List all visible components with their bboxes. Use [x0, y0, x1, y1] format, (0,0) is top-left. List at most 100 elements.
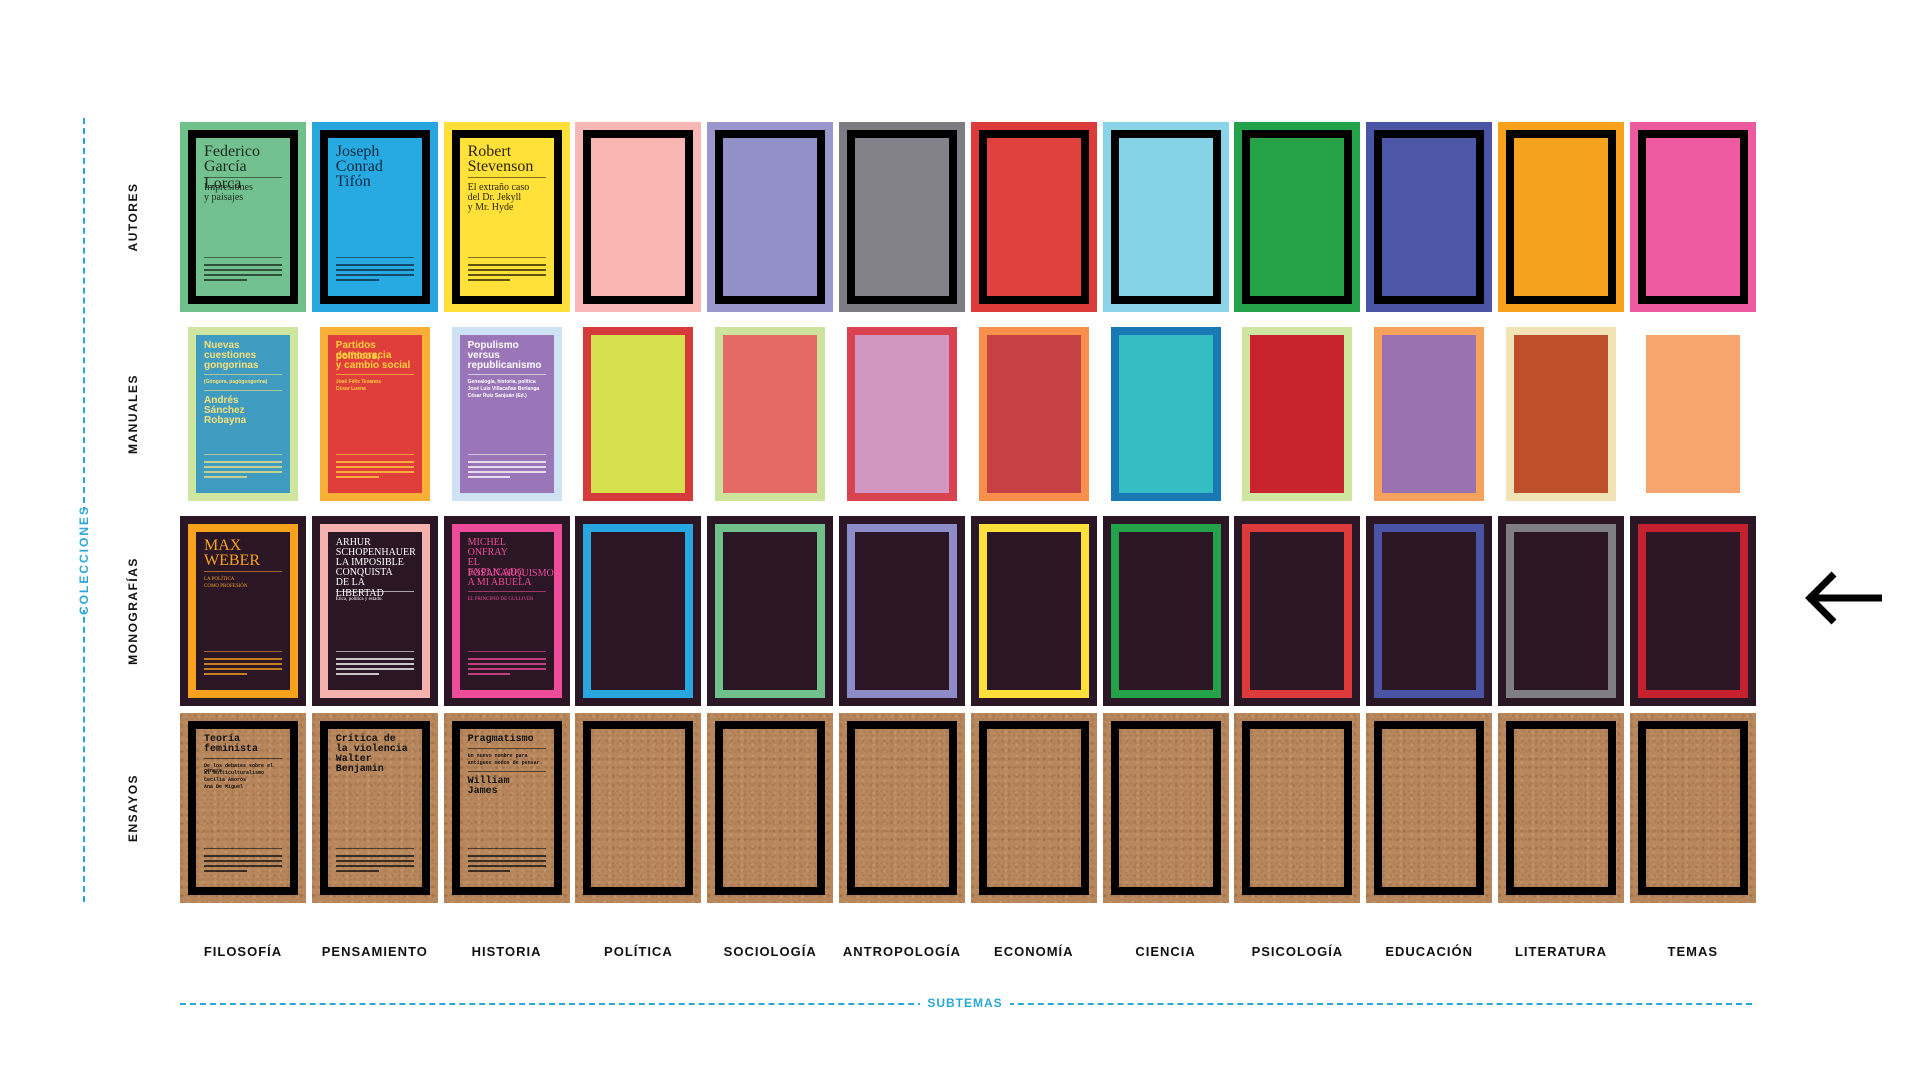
cover-rule — [467, 591, 546, 592]
cover-2-9[interactable] — [1366, 516, 1493, 706]
cover-2-10[interactable] — [1498, 516, 1624, 706]
cover-1-1[interactable]: Partidos políticos, democracia y cambio so… — [311, 319, 438, 509]
cover-0-5[interactable] — [839, 122, 965, 312]
cover-frame — [847, 327, 957, 501]
column-label-4: SOCIOLOGÍA — [723, 944, 817, 959]
cover-rule — [204, 454, 282, 455]
column-label-10: LITERATURA — [1514, 944, 1608, 959]
cover-rule — [335, 257, 414, 258]
cover-frame — [1374, 327, 1485, 501]
cover-text-line: (Góngora, pagógongorina) — [204, 379, 268, 385]
cover-text-line: ARHUR — [335, 537, 371, 548]
cover-frame — [1242, 721, 1353, 895]
cover-3-11[interactable] — [1629, 713, 1756, 903]
cover-1-11[interactable] — [1629, 319, 1756, 509]
cover-3-6[interactable] — [970, 713, 1097, 903]
cover-3-8[interactable] — [1234, 713, 1361, 903]
cover-1-2[interactable]: Populismo versus republicanismo Genealogía,… — [443, 319, 570, 509]
cover-3-3[interactable] — [575, 713, 702, 903]
cover-0-8[interactable] — [1234, 122, 1361, 312]
cover-text-line: César Ruiz Sanjuán (Ed.) — [467, 393, 527, 399]
cover-3-0[interactable]: Teoría feminista De los debates sobre el g… — [180, 713, 306, 903]
cover-0-4[interactable] — [707, 122, 834, 312]
cover-body-text — [335, 461, 414, 483]
cover-1-5[interactable] — [839, 319, 965, 509]
cover-text-line: Stevenson — [467, 158, 534, 175]
cover-2-4[interactable] — [707, 516, 834, 706]
cover-frame: ARHUR SCHOPENHAUER LA IMPOSIBLE CONQUISTA DE… — [319, 524, 430, 698]
collection-grid: Federico García Lorca Impresiones y paisaje… — [180, 122, 1756, 904]
row-label-ensayos: ENSAYOS — [126, 773, 140, 843]
cover-frame — [1506, 130, 1616, 304]
cover-frame — [1506, 524, 1616, 698]
cover-1-0[interactable]: Nuevas cuestiones gongorinas (Góngora, pagó… — [180, 319, 306, 509]
cover-panel: Partidos políticos, democracia y cambio so… — [327, 335, 422, 493]
cover-panel — [1514, 532, 1608, 690]
cover-3-10[interactable] — [1498, 713, 1624, 903]
cover-frame — [583, 327, 694, 501]
cover-3-4[interactable] — [707, 713, 834, 903]
cover-2-1[interactable]: ARHUR SCHOPENHAUER LA IMPOSIBLE CONQUISTA DE… — [311, 516, 438, 706]
cover-2-2[interactable]: MICHEL ONFRAY EL POSANARQUISMO EXPLICADO A M… — [443, 516, 570, 706]
cover-text-line: A MI ABUELA — [467, 577, 532, 588]
cover-panel — [1250, 335, 1345, 493]
cover-frame — [1110, 721, 1221, 895]
cover-1-4[interactable] — [707, 319, 834, 509]
cover-frame: Teoría feminista De los debates sobre el g… — [188, 721, 298, 895]
cover-3-7[interactable] — [1102, 713, 1229, 903]
cover-text-line: Crítica de — [335, 734, 396, 745]
cover-0-2[interactable]: Robert Stevenson El extraño caso del Dr. Je… — [443, 122, 570, 312]
cover-panel: Pragmatismo Un nuevo nombre para antiguos … — [459, 729, 554, 887]
cover-panel — [1645, 729, 1740, 887]
cover-0-10[interactable] — [1498, 122, 1624, 312]
cover-text-line: y paisajes — [204, 192, 244, 203]
cover-frame — [978, 327, 1089, 501]
cover-0-7[interactable] — [1102, 122, 1229, 312]
column-label-1: PENSAMIENTO — [321, 944, 428, 959]
cover-3-1[interactable]: Crítica de la violencia Walter Benjamin — [311, 713, 438, 903]
cover-0-0[interactable]: Federico García Lorca Impresiones y paisaje… — [180, 122, 306, 312]
cover-text-line: Andrés — [204, 395, 239, 406]
cover-0-6[interactable] — [970, 122, 1097, 312]
cover-2-3[interactable] — [575, 516, 702, 706]
cover-text-line: DE LA LIBERTAD — [335, 577, 384, 599]
cover-0-1[interactable]: Joseph Conrad Tifón — [311, 122, 438, 312]
cover-text-line: ONFRAY — [467, 547, 508, 558]
cover-1-3[interactable] — [575, 319, 702, 509]
cover-panel — [1250, 532, 1345, 690]
cover-panel — [986, 138, 1081, 296]
cover-1-9[interactable] — [1366, 319, 1493, 509]
cover-panel — [1514, 335, 1608, 493]
cover-2-6[interactable] — [970, 516, 1097, 706]
cover-0-3[interactable] — [575, 122, 702, 312]
cover-1-6[interactable] — [970, 319, 1097, 509]
cover-frame — [1506, 327, 1616, 501]
cover-2-11[interactable] — [1629, 516, 1756, 706]
cover-1-8[interactable] — [1234, 319, 1361, 509]
cover-2-8[interactable] — [1234, 516, 1361, 706]
cover-3-5[interactable] — [839, 713, 965, 903]
cover-text-line: Federico — [204, 143, 260, 160]
cover-rule — [204, 177, 282, 178]
cover-2-0[interactable]: MAX WEBER LA POLÍTICA COMO PROFESIÓN — [180, 516, 306, 706]
cover-0-9[interactable] — [1366, 122, 1493, 312]
cover-text-line: Benjamin — [335, 764, 384, 775]
cover-1-7[interactable] — [1102, 319, 1229, 509]
cover-frame: Crítica de la violencia Walter Benjamin — [319, 721, 430, 895]
cover-panel: MICHEL ONFRAY EL POSANARQUISMO EXPLICADO A M… — [459, 532, 554, 690]
cover-rule — [467, 374, 546, 375]
cover-3-2[interactable]: Pragmatismo Un nuevo nombre para antiguos … — [443, 713, 570, 903]
row-label-monografias: MONOGRAFÍAS — [126, 557, 140, 665]
cover-panel — [591, 138, 686, 296]
cover-panel — [1118, 138, 1213, 296]
cover-1-10[interactable] — [1498, 319, 1624, 509]
cover-panel — [1514, 729, 1608, 887]
arrow-left-icon[interactable] — [1800, 568, 1886, 628]
cover-0-11[interactable] — [1629, 122, 1756, 312]
cover-text-line: cuestiones — [204, 350, 257, 361]
cover-2-7[interactable] — [1102, 516, 1229, 706]
cover-panel — [1118, 729, 1213, 887]
cover-rule — [467, 771, 546, 772]
cover-2-5[interactable] — [839, 516, 965, 706]
cover-3-9[interactable] — [1366, 713, 1493, 903]
